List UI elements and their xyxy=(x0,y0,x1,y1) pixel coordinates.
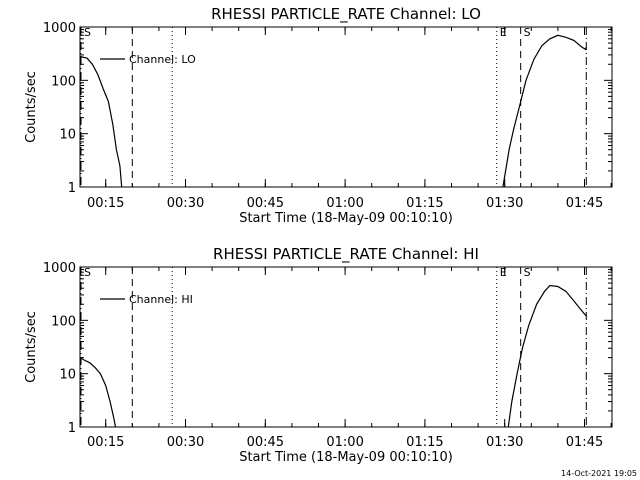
y-axis-label: Counts/sec xyxy=(24,311,39,383)
x-tick-label: 01:45 xyxy=(566,196,603,211)
x-tick-label: 01:45 xyxy=(566,435,603,450)
y-tick-label: 1000 xyxy=(43,261,76,276)
x-tick-label: 01:15 xyxy=(406,196,443,211)
y-tick-label: 100 xyxy=(51,74,76,89)
x-tick-label: 00:15 xyxy=(87,196,124,211)
legend-label: Channel: HI xyxy=(129,293,193,306)
x-tick-label: 01:30 xyxy=(486,196,523,211)
x-axis-label: Start Time (18-May-09 00:10:10) xyxy=(239,211,453,226)
chart-title: RHESSI PARTICLE_RATE Channel: HI xyxy=(213,245,479,264)
y-tick-label: 1 xyxy=(68,421,76,436)
event-marker-label: S xyxy=(524,266,531,279)
series-line xyxy=(502,34,587,188)
x-tick-label: 00:30 xyxy=(167,196,204,211)
plot-timestamp: 14-Oct-2021 19:05 xyxy=(561,469,637,478)
event-marker-label: S xyxy=(84,266,91,279)
chart-title: RHESSI PARTICLE_RATE Channel: LO xyxy=(211,5,481,24)
plot-frame xyxy=(79,26,613,188)
plot-frame xyxy=(79,266,613,428)
event-marker-label: S xyxy=(524,26,531,39)
event-marker-label: E xyxy=(500,266,507,279)
event-marker-label: S xyxy=(84,26,91,39)
y-axis-label: Counts/sec xyxy=(24,71,39,143)
event-marker-label: E xyxy=(500,26,507,39)
x-tick-label: 00:45 xyxy=(247,196,284,211)
x-tick-label: 00:15 xyxy=(87,435,124,450)
series-line xyxy=(79,357,117,428)
y-tick-label: 100 xyxy=(51,314,76,329)
x-tick-label: 01:30 xyxy=(486,435,523,450)
series-line xyxy=(507,284,587,428)
y-tick-label: 1 xyxy=(68,181,76,196)
x-tick-label: 01:00 xyxy=(326,196,363,211)
legend-label: Channel: LO xyxy=(129,53,196,66)
x-axis-label: Start Time (18-May-09 00:10:10) xyxy=(239,450,453,465)
y-tick-label: 10 xyxy=(59,128,76,143)
x-tick-label: 00:30 xyxy=(167,435,204,450)
x-tick-label: 00:45 xyxy=(247,435,284,450)
x-tick-label: 01:15 xyxy=(406,435,443,450)
x-tick-label: 01:00 xyxy=(326,435,363,450)
y-tick-label: 10 xyxy=(59,368,76,383)
series-line xyxy=(79,55,123,188)
y-tick-label: 1000 xyxy=(43,21,76,36)
